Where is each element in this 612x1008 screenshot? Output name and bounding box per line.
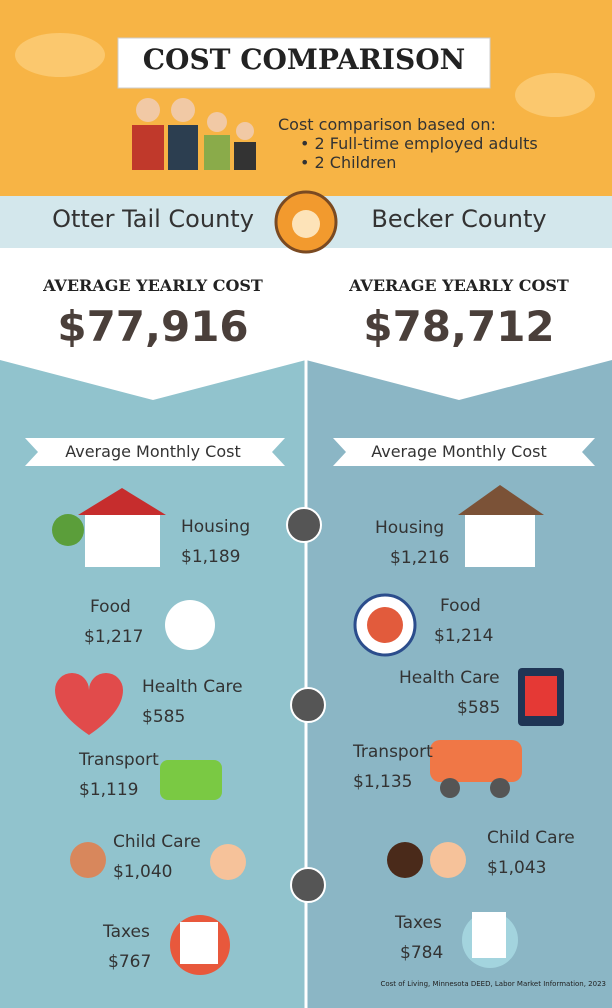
title: COST COMPARISON <box>142 43 466 76</box>
item-value: $1,040 <box>113 862 173 882</box>
item-value: $767 <box>108 952 152 972</box>
county-name: Becker County <box>371 205 547 233</box>
item-label: Transport <box>79 750 159 770</box>
yearly-label: AVERAGE YEARLY COST <box>43 276 263 295</box>
item-label: Taxes <box>395 913 442 933</box>
item-label: Food <box>440 596 481 616</box>
item-value: $1,217 <box>84 627 144 647</box>
item-icons <box>52 485 564 975</box>
monthly-label: Average Monthly Cost <box>371 442 547 461</box>
bullet-text: 2 Full-time employed adults <box>314 134 538 153</box>
item-label: Housing <box>181 517 251 537</box>
item-label: Housing <box>375 518 445 538</box>
item-label: Food <box>90 597 131 617</box>
item-label: Child Care <box>487 828 575 848</box>
item-value: $1,043 <box>487 858 547 878</box>
item-value: $1,214 <box>434 626 494 646</box>
item-value: $1,135 <box>353 772 413 792</box>
basis: Cost comparison based on: <box>278 115 496 134</box>
yearly-cost: $77,916 <box>57 302 249 351</box>
source: Cost of Living, Minnesota DEED, Labor Ma… <box>380 980 606 988</box>
yearly-cost: $78,712 <box>363 302 555 351</box>
item-value: $784 <box>400 943 444 963</box>
item-value: $585 <box>457 698 501 718</box>
bullet: • 2 Full-time employed adults <box>300 134 538 153</box>
bullet-text: 2 Children <box>314 153 397 172</box>
item-label: Child Care <box>113 832 201 852</box>
yearly-label: AVERAGE YEARLY COST <box>349 276 569 295</box>
item-label: Health Care <box>142 677 243 697</box>
bullet: • 2 Children <box>300 153 397 172</box>
item-value: $585 <box>142 707 186 727</box>
item-value: $1,216 <box>390 548 450 568</box>
county-name: Otter Tail County <box>52 205 254 233</box>
monthly-label: Average Monthly Cost <box>65 442 241 461</box>
item-label: Health Care <box>399 668 500 688</box>
item-label: Taxes <box>103 922 150 942</box>
item-value: $1,119 <box>79 780 139 800</box>
family-icon <box>132 98 256 170</box>
item-value: $1,189 <box>181 547 241 567</box>
item-label: Transport <box>353 742 433 762</box>
